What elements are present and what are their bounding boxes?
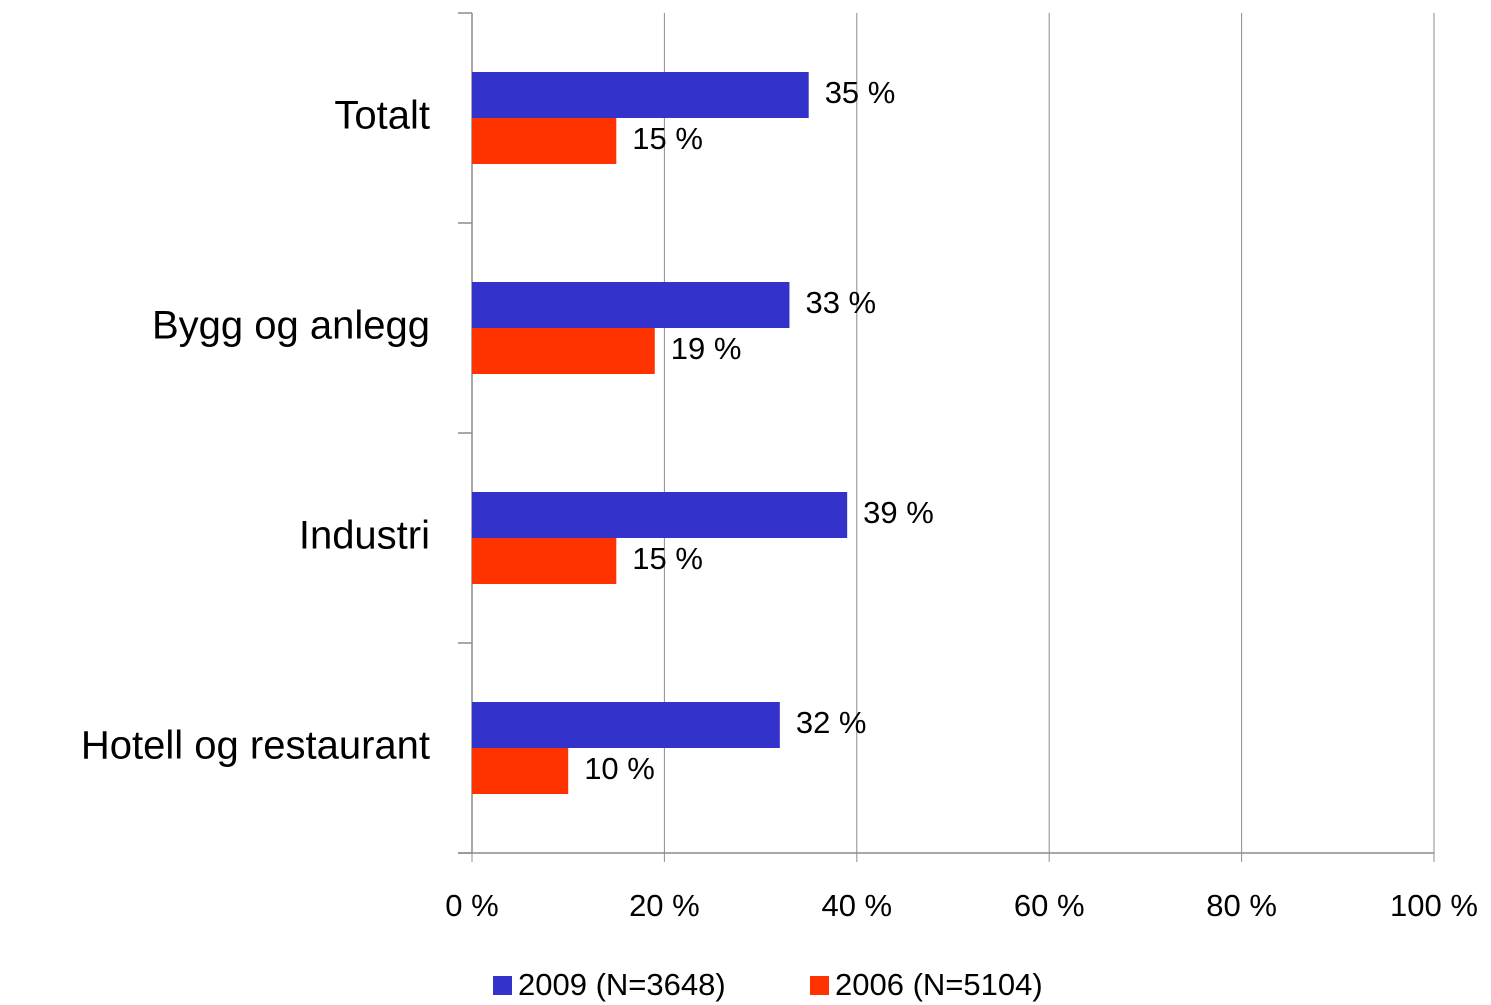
category-label: Bygg og anlegg (152, 304, 430, 348)
data-label: 15 % (632, 541, 703, 576)
data-label: 32 % (796, 705, 867, 740)
x-tick-label: 100 % (1390, 888, 1478, 923)
data-label: 15 % (632, 121, 703, 156)
data-label: 39 % (863, 495, 934, 530)
bar (472, 282, 790, 328)
x-tick-label: 0 % (445, 888, 498, 923)
legend-swatch (810, 976, 829, 995)
data-label: 10 % (584, 751, 655, 786)
bar (472, 492, 848, 538)
bar (472, 118, 617, 164)
x-tick-label: 60 % (1014, 888, 1085, 923)
bar (472, 328, 655, 374)
bar (472, 702, 780, 748)
bar (472, 538, 617, 584)
category-label: Totalt (334, 94, 430, 138)
data-label: 19 % (671, 331, 742, 366)
x-tick-label: 20 % (629, 888, 700, 923)
category-label: Industri (299, 514, 430, 558)
x-tick-label: 80 % (1206, 888, 1277, 923)
legend-swatch (493, 976, 512, 995)
data-label: 35 % (825, 75, 896, 110)
legend-label: 2006 (N=5104) (835, 967, 1043, 1002)
bar (472, 748, 569, 794)
category-label: Hotell og restaurant (81, 724, 430, 768)
x-tick-label: 40 % (821, 888, 892, 923)
bar (472, 72, 809, 118)
data-label: 33 % (805, 285, 876, 320)
legend-label: 2009 (N=3648) (518, 967, 726, 1002)
